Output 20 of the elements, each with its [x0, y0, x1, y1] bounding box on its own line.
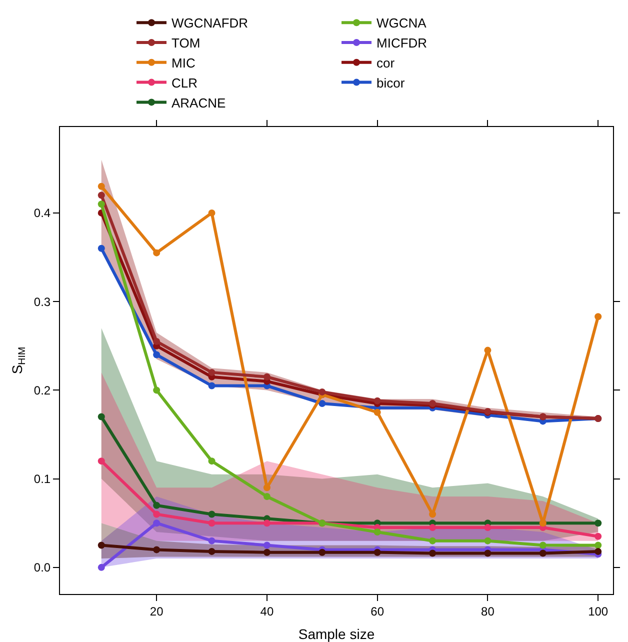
y-tick-label: 0.3 [34, 294, 51, 309]
legend-label: MICFDR [376, 36, 428, 51]
legend-label: CLR [172, 75, 198, 90]
legend-label: ARACNE [172, 95, 226, 110]
y-tick-label: 0.1 [34, 472, 51, 486]
x-tick-label: 60 [370, 604, 384, 618]
legend-label: cor [376, 55, 396, 70]
y-tick-label: 0.2 [34, 383, 51, 398]
x-tick-label: 100 [588, 604, 608, 618]
x-axis-title: Sample size [298, 626, 375, 642]
legend-label: WGCNA [376, 16, 427, 31]
y-tick-label: 0.0 [34, 560, 51, 575]
x-tick-label: 40 [260, 604, 274, 618]
x-tick-label: 20 [150, 604, 164, 618]
legend-label: TOM [172, 36, 200, 51]
y-tick-label: 0.4 [34, 206, 51, 220]
legend-label: bicor [376, 75, 406, 90]
legend-label: MIC [172, 55, 196, 70]
legend-label: WGCNAFDR [172, 16, 248, 31]
x-tick-label: 80 [481, 604, 495, 618]
